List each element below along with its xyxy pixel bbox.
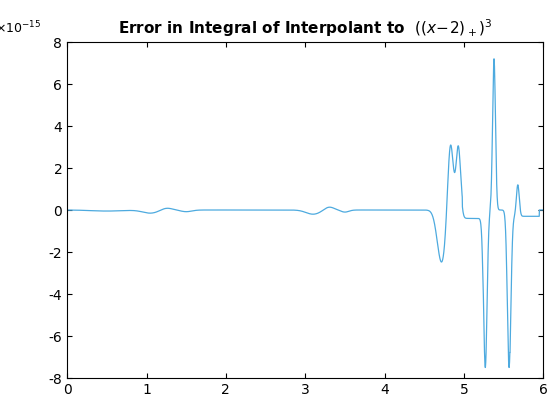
Text: $\times10^{-15}$: $\times10^{-15}$ — [0, 20, 41, 37]
Title: Error in Integral of Interpolant to  $((x\!-\!2)_+)^3$: Error in Integral of Interpolant to $((x… — [118, 17, 492, 39]
